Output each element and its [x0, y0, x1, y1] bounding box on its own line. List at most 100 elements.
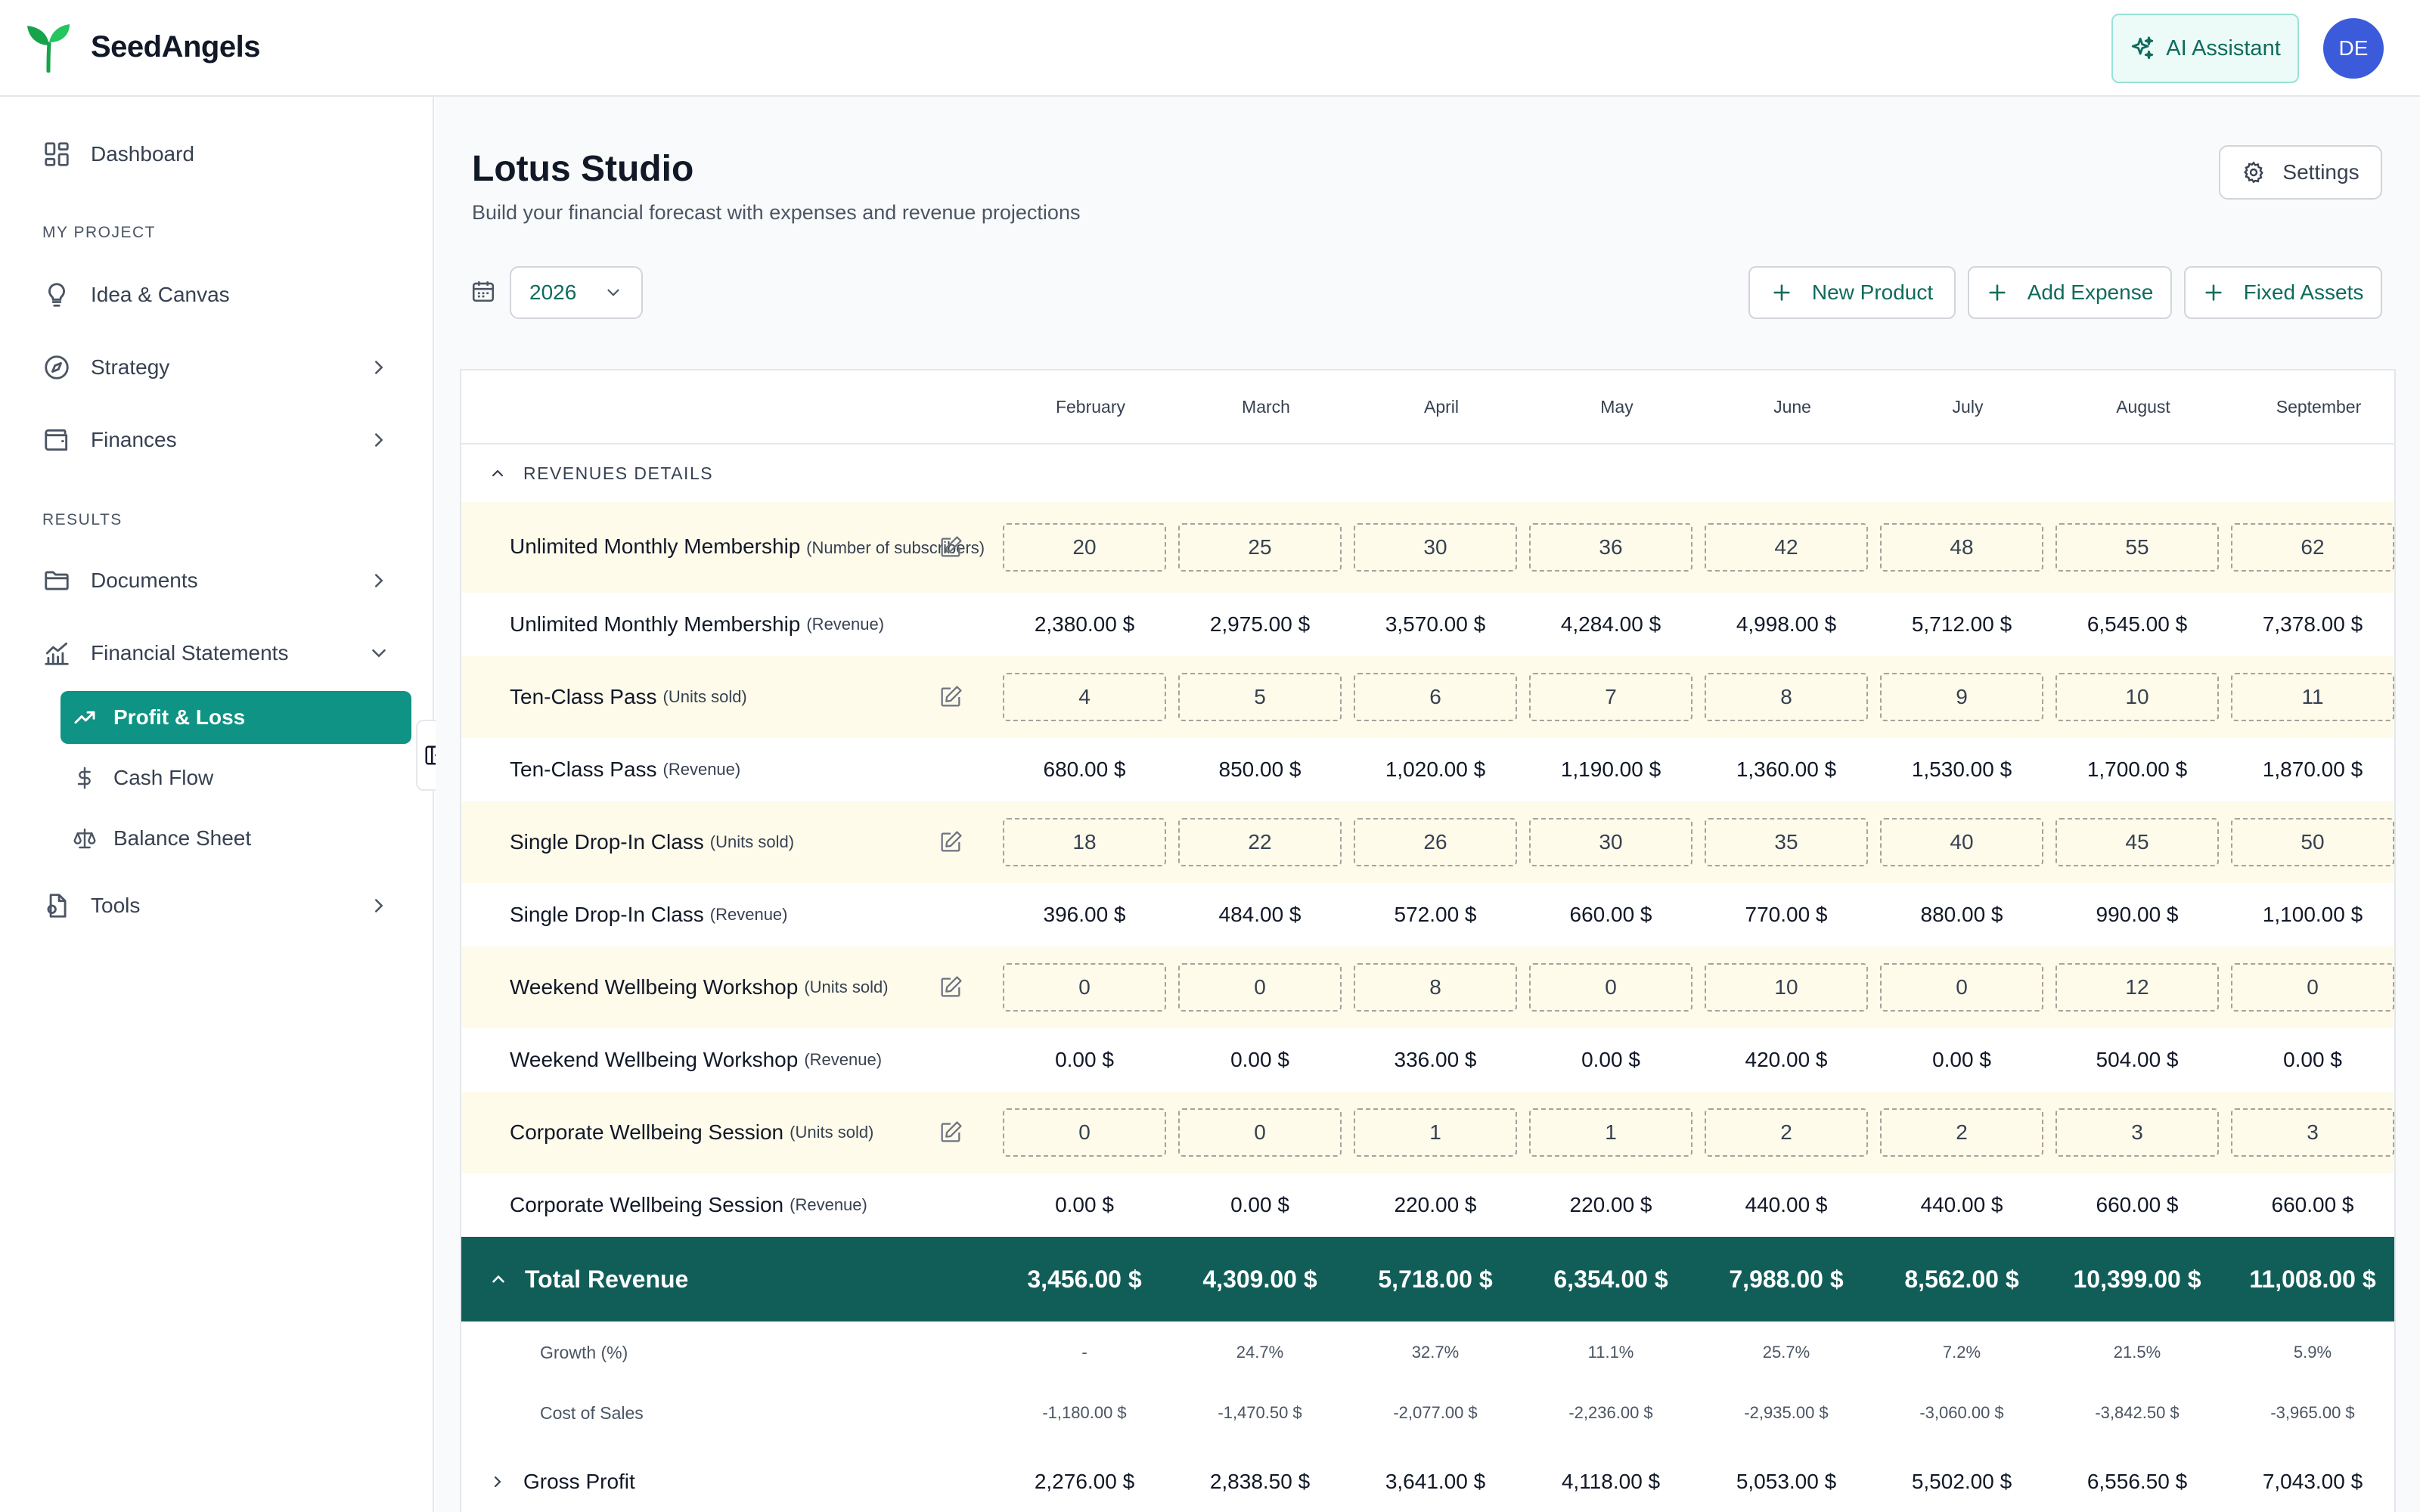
revenues-details-toggle[interactable]: REVENUES DETAILS	[461, 445, 2394, 502]
value-input[interactable]: 42	[1705, 523, 1868, 572]
value-input[interactable]: 3	[2055, 1108, 2219, 1157]
value-input[interactable]: 25	[1178, 523, 1342, 572]
value-cell: 5,712.00 $	[1911, 612, 2012, 636]
value-input[interactable]: 11	[2231, 673, 2394, 721]
gross-profit-row[interactable]: Gross Profit 2,276.00 $ 2,838.50 $ 3,641…	[461, 1442, 2394, 1512]
sidebar-item-documents[interactable]: Documents	[42, 559, 390, 602]
value-input[interactable]: 22	[1178, 818, 1342, 866]
value-input[interactable]: 12	[2055, 963, 2219, 1012]
edit-icon[interactable]	[938, 829, 963, 855]
value-input[interactable]: 0	[1529, 963, 1692, 1012]
ai-assistant-button[interactable]: AI Assistant	[2111, 14, 2299, 83]
value-cell: 0	[1526, 947, 1696, 1028]
value-cell: 35	[1702, 801, 1871, 883]
value-cell: 2,975.00 $	[1209, 612, 1311, 636]
sidebar-item-finances[interactable]: Finances	[42, 419, 390, 461]
row-label: Single Drop-In Class (Revenue)	[510, 883, 788, 947]
value-cell: 7,378.00 $	[2262, 612, 2363, 636]
row-unit: (Revenue)	[709, 905, 788, 924]
value-input[interactable]: 1	[1354, 1108, 1517, 1157]
value-input[interactable]: 36	[1529, 523, 1692, 572]
value-input[interactable]: 45	[2055, 818, 2219, 866]
value-input[interactable]: 10	[1705, 963, 1868, 1012]
user-avatar[interactable]: DE	[2323, 18, 2384, 79]
settings-button[interactable]: Settings	[2219, 145, 2382, 200]
sidebar-item-balance-sheet[interactable]: Balance Sheet	[60, 812, 411, 865]
gross-profit-cell: 4,118.00 $	[1561, 1470, 1661, 1493]
fixed-assets-button[interactable]: Fixed Assets	[2184, 266, 2382, 319]
value-cell: 484.00 $	[1218, 903, 1302, 926]
table-row: Ten-Class Pass (Revenue) 680.00 $ 850.00 …	[461, 738, 2394, 801]
value-input[interactable]: 0	[1003, 1108, 1166, 1157]
value-cell: 0	[1000, 1092, 1169, 1173]
value-input[interactable]: 8	[1354, 963, 1517, 1012]
value-cell: 440.00 $	[1920, 1193, 2003, 1216]
month-header: April	[1423, 396, 1459, 417]
value-input[interactable]: 10	[2055, 673, 2219, 721]
table-row: Single Drop-In Class (Units sold) 18 22 2…	[461, 801, 2394, 883]
edit-icon[interactable]	[938, 974, 963, 1000]
value-input[interactable]: 6	[1354, 673, 1517, 721]
value-input[interactable]: 5	[1178, 673, 1342, 721]
value-input[interactable]: 7	[1529, 673, 1692, 721]
value-input[interactable]: 0	[1880, 963, 2043, 1012]
month-header: May	[1600, 396, 1634, 417]
sidebar-item-label: Tools	[91, 894, 141, 917]
value-input[interactable]: 50	[2231, 818, 2394, 866]
sprout-logo-icon	[27, 24, 70, 73]
value-input[interactable]: 2	[1705, 1108, 1868, 1157]
sidebar-item-idea-canvas[interactable]: Idea & Canvas	[42, 274, 390, 316]
sidebar-item-cash-flow[interactable]: Cash Flow	[60, 751, 411, 804]
brand-name: SeedAngels	[91, 30, 260, 64]
value-input[interactable]: 30	[1354, 523, 1517, 572]
value-cell: 4	[1000, 656, 1169, 738]
value-input[interactable]: 62	[2231, 523, 2394, 572]
value-input[interactable]: 55	[2055, 523, 2219, 572]
value-input[interactable]: 4	[1003, 673, 1166, 721]
value-cell: 1,360.00 $	[1736, 758, 1837, 781]
sidebar-item-financial-statements[interactable]: Financial Statements	[42, 632, 390, 674]
value-input[interactable]: 18	[1003, 818, 1166, 866]
row-label: Ten-Class Pass (Units sold)	[510, 656, 747, 738]
value-input[interactable]: 35	[1705, 818, 1868, 866]
table-row: Single Drop-In Class (Revenue) 396.00 $ 4…	[461, 883, 2394, 947]
total-revenue-label: Total Revenue	[525, 1265, 689, 1293]
value-input[interactable]: 26	[1354, 818, 1517, 866]
value-input[interactable]: 3	[2231, 1108, 2394, 1157]
sidebar-item-profit-loss[interactable]: Profit & Loss	[60, 691, 411, 744]
edit-icon[interactable]	[938, 684, 963, 710]
add-expense-button[interactable]: Add Expense	[1968, 266, 2172, 319]
page-title: Lotus Studio	[472, 149, 694, 189]
value-input[interactable]: 0	[1178, 963, 1342, 1012]
chevron-up-icon	[492, 1275, 504, 1283]
value-input[interactable]: 0	[1003, 963, 1166, 1012]
value-input[interactable]: 48	[1880, 523, 2043, 572]
value-cell: 0.00 $	[1581, 1048, 1640, 1071]
value-input[interactable]: 40	[1880, 818, 2043, 866]
sidebar-item-tools[interactable]: Tools	[42, 885, 390, 927]
value-input[interactable]: 30	[1529, 818, 1692, 866]
value-input[interactable]: 20	[1003, 523, 1166, 572]
value-input[interactable]: 2	[1880, 1108, 2043, 1157]
value-input[interactable]: 8	[1705, 673, 1868, 721]
sidebar-item-dashboard[interactable]: Dashboard	[42, 133, 390, 175]
sidebar-item-strategy[interactable]: Strategy	[42, 346, 390, 389]
value-input[interactable]: 9	[1880, 673, 2043, 721]
value-cell: 62	[2228, 502, 2394, 593]
edit-icon[interactable]	[938, 1120, 963, 1145]
year-select[interactable]: 2026	[510, 266, 643, 319]
growth-cell: 24.7%	[1236, 1343, 1284, 1362]
value-input[interactable]: 0	[1178, 1108, 1342, 1157]
row-name: Corporate Wellbeing Session	[510, 1120, 784, 1144]
row-unit: (Revenue)	[790, 1195, 867, 1214]
total-cell: 11,008.00 $	[2249, 1265, 2376, 1293]
row-unit: (Units sold)	[804, 978, 889, 996]
value-input[interactable]: 1	[1529, 1108, 1692, 1157]
new-product-button[interactable]: New Product	[1748, 266, 1956, 319]
edit-icon[interactable]	[938, 534, 963, 560]
total-revenue-row[interactable]: Total Revenue 3,456.00 $ 4,309.00 $ 5,71…	[461, 1237, 2394, 1321]
value-input[interactable]: 0	[2231, 963, 2394, 1012]
row-label: Weekend Wellbeing Workshop (Units sold)	[510, 947, 889, 1028]
month-header: July	[1952, 396, 1984, 417]
row-unit: (Revenue)	[662, 760, 741, 779]
